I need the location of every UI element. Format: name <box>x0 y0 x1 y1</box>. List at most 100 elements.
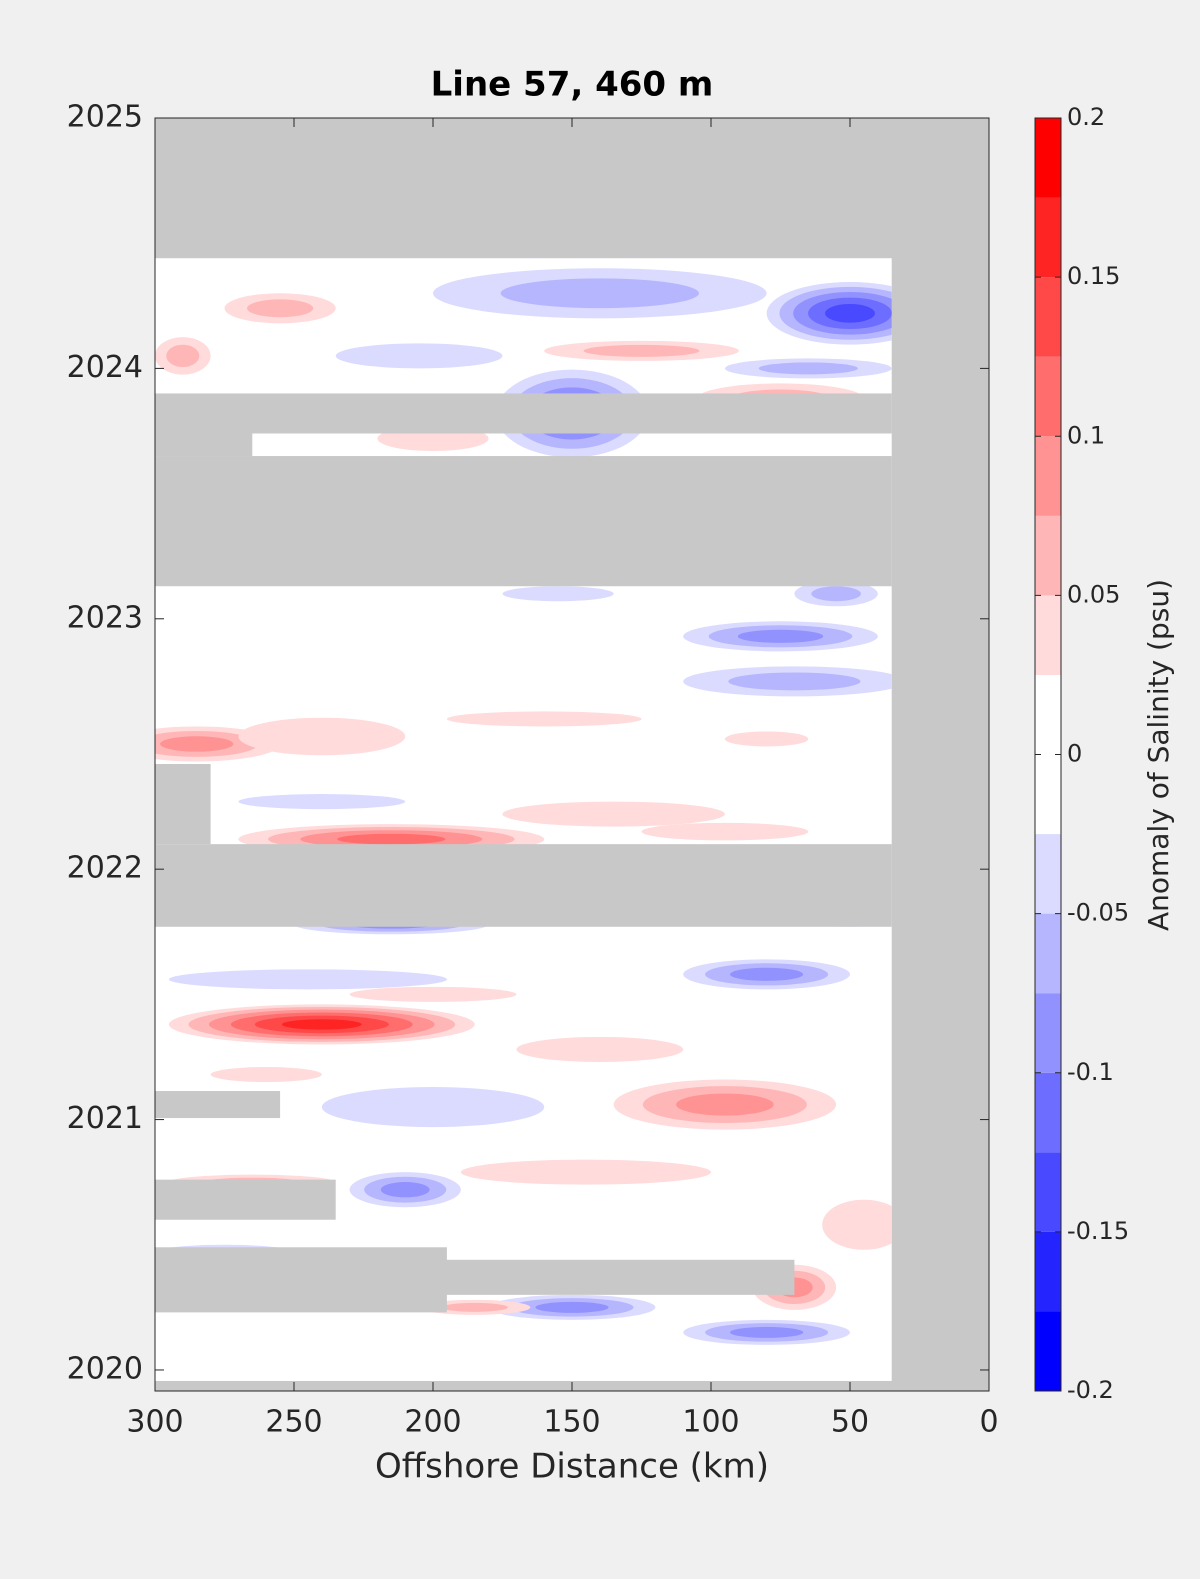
contour-level <box>728 672 861 691</box>
anomaly-feature <box>335 343 503 369</box>
contour-level <box>349 986 517 1002</box>
contour-level <box>281 1019 362 1030</box>
colorbar-tick-label: -0.2 <box>1067 1376 1114 1404</box>
contour-level <box>811 586 861 602</box>
anomaly-feature <box>238 794 406 810</box>
contour-level <box>502 586 614 602</box>
colorbar-band <box>1035 993 1061 1073</box>
anomaly-feature <box>433 268 767 319</box>
contour-level <box>724 731 809 747</box>
anomaly-feature <box>321 1087 545 1128</box>
contour-level <box>460 1159 711 1185</box>
colorbar-band <box>1035 436 1061 516</box>
colorbar-band <box>1035 118 1061 198</box>
anomaly-feature <box>446 711 642 727</box>
x-tick-label: 200 <box>404 1405 461 1440</box>
anomaly-feature <box>210 1066 322 1083</box>
anomaly-feature <box>766 282 892 345</box>
contour-level <box>730 1326 804 1338</box>
anomaly-feature <box>502 586 614 602</box>
contour-level <box>730 967 804 981</box>
colorbar-band <box>1035 834 1061 914</box>
colorbar-band <box>1035 754 1061 835</box>
y-tick-label: 2023 <box>67 600 143 635</box>
contour-level <box>446 711 642 727</box>
anomaly-feature <box>238 717 406 756</box>
y-tick-label: 2022 <box>67 851 143 886</box>
anomaly-feature <box>168 969 447 990</box>
anomaly-feature <box>613 1079 837 1130</box>
anomaly-feature <box>683 621 878 652</box>
data-gap <box>155 764 211 845</box>
contour-level <box>825 303 875 323</box>
contour-level <box>160 736 234 752</box>
data-gap <box>155 1179 336 1220</box>
x-tick-label: 50 <box>831 1405 869 1440</box>
anomaly-feature <box>168 1004 475 1045</box>
anomaly-feature <box>502 801 725 827</box>
data-gap <box>155 844 892 927</box>
data-gap <box>155 393 892 434</box>
contour-level <box>502 801 725 827</box>
colorbar-tick-label: -0.15 <box>1067 1217 1129 1245</box>
colorbar-tick-label: 0.2 <box>1067 103 1105 131</box>
anomaly-feature <box>794 581 878 607</box>
colorbar-tick-label: 0.05 <box>1067 580 1120 608</box>
contour-level <box>238 794 406 810</box>
colorbar-band <box>1035 913 1061 994</box>
data-gap <box>155 433 253 457</box>
colorbar-tick-label: 0.15 <box>1067 262 1120 290</box>
contour-level <box>441 1302 508 1312</box>
x-tick-label: 300 <box>126 1405 183 1440</box>
anomaly-feature <box>349 1172 461 1208</box>
contour-level <box>822 1199 892 1250</box>
contour-level <box>166 344 200 368</box>
contour-level <box>321 1087 545 1128</box>
anomaly-feature <box>460 1159 711 1185</box>
colorbar-band <box>1035 1072 1061 1153</box>
anomaly-feature <box>641 822 809 841</box>
colorbar-band <box>1035 515 1061 596</box>
colorbar-band <box>1035 197 1061 278</box>
colorbar-tick-label: 0 <box>1067 740 1082 768</box>
anomaly-feature <box>224 293 336 324</box>
y-tick-label: 2024 <box>67 350 143 385</box>
contour-level <box>210 1066 322 1083</box>
x-tick-label: 150 <box>543 1405 600 1440</box>
anomaly-feature <box>822 1199 892 1250</box>
anomaly-feature <box>488 1294 656 1320</box>
data-gap <box>155 456 892 587</box>
anomaly-feature <box>683 1319 850 1345</box>
anomaly-feature <box>516 1036 684 1062</box>
colorbar-tick-label: -0.1 <box>1067 1058 1114 1086</box>
x-tick-label: 250 <box>265 1405 322 1440</box>
colorbar-band <box>1035 1311 1061 1391</box>
anomaly-feature <box>724 358 892 379</box>
colorbar-band <box>1035 277 1061 357</box>
contour-level <box>516 1036 684 1062</box>
y-tick-label: 2025 <box>67 100 143 135</box>
contour-level <box>380 1181 430 1198</box>
anomaly-feature <box>724 731 809 747</box>
contour-level <box>337 833 446 845</box>
anomaly-feature <box>683 959 850 990</box>
anomaly-feature <box>544 340 739 361</box>
chart-title: Line 57, 460 m <box>431 65 714 105</box>
x-tick-label: 0 <box>979 1405 998 1440</box>
colorbar-tick-label: -0.05 <box>1067 899 1129 927</box>
contour-level <box>168 969 447 990</box>
contour-level <box>583 344 700 357</box>
contour-level <box>758 362 858 375</box>
x-tick-label: 100 <box>682 1405 739 1440</box>
colorbar-band <box>1035 1152 1061 1232</box>
data-gap <box>155 1247 447 1313</box>
contour-level <box>247 299 314 318</box>
contour-level <box>737 629 824 643</box>
contour-level <box>535 1301 609 1313</box>
colorbar-tick-label: 0.1 <box>1067 421 1105 449</box>
colorbar-band <box>1035 595 1061 675</box>
contour-level <box>500 278 699 309</box>
x-axis-label: Offshore Distance (km) <box>375 1447 769 1487</box>
contour-level <box>676 1093 774 1116</box>
